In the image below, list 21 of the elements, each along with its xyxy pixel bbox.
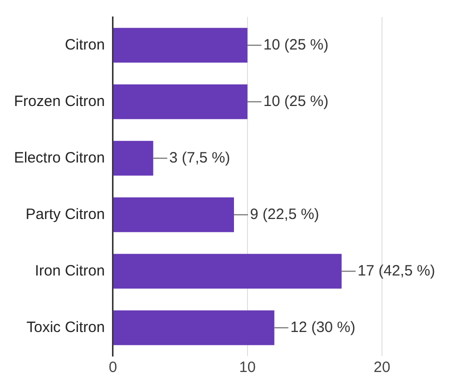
y-tick-label: Frozen Citron <box>14 92 105 110</box>
y-tick-label: Toxic Citron <box>26 318 105 336</box>
bar <box>113 254 342 289</box>
data-label: 12 (30 %) <box>290 318 356 336</box>
data-label: 17 (42,5 %) <box>358 262 436 280</box>
data-label: 10 (25 %) <box>263 36 328 54</box>
bar <box>113 84 248 120</box>
data-label: 10 (25 %) <box>263 92 328 110</box>
bar <box>113 310 274 346</box>
data-label: 3 (7,5 %) <box>169 149 230 166</box>
data-label: 9 (22,5 %) <box>250 206 320 223</box>
y-tick-label: Electro Citron <box>14 149 105 166</box>
x-tick-label: 10 <box>239 359 256 376</box>
y-tick-label: Iron Citron <box>34 262 105 280</box>
bar <box>113 28 248 63</box>
x-tick-label: 20 <box>374 359 390 376</box>
y-tick-label: Citron <box>64 36 105 54</box>
x-tick-label: 0 <box>108 359 118 376</box>
y-tick-label: Party Citron <box>26 206 105 223</box>
bar <box>113 197 234 232</box>
bar <box>113 140 154 176</box>
